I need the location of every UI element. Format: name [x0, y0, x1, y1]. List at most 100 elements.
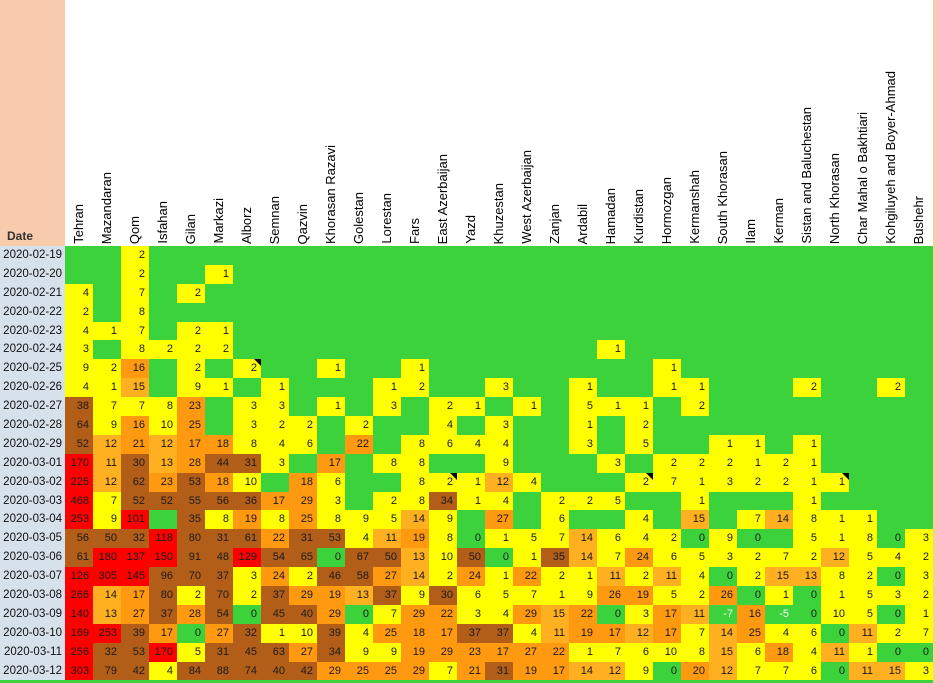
value-cell[interactable]: 3 [597, 453, 625, 473]
value-cell[interactable]: 40 [289, 604, 317, 624]
value-cell[interactable] [765, 321, 793, 341]
value-cell[interactable] [569, 302, 597, 322]
value-cell[interactable]: 2 [625, 567, 653, 587]
value-cell[interactable]: 0 [821, 623, 849, 643]
value-cell[interactable]: 65 [289, 548, 317, 568]
value-cell[interactable]: 8 [317, 510, 345, 530]
value-cell[interactable] [373, 472, 401, 492]
value-cell[interactable]: 16 [121, 359, 149, 379]
value-cell[interactable]: 15 [765, 567, 793, 587]
value-cell[interactable]: 1 [653, 378, 681, 398]
value-cell[interactable]: 19 [401, 642, 429, 662]
value-cell[interactable] [457, 378, 485, 398]
value-cell[interactable]: 3 [457, 604, 485, 624]
value-cell[interactable]: 96 [149, 567, 177, 587]
value-cell[interactable]: 45 [261, 604, 289, 624]
value-cell[interactable] [345, 264, 373, 284]
value-cell[interactable] [485, 397, 513, 417]
value-cell[interactable]: 3 [877, 586, 905, 605]
value-cell[interactable] [513, 264, 541, 284]
value-cell[interactable]: 8 [205, 510, 233, 530]
value-cell[interactable] [401, 283, 429, 303]
value-cell[interactable]: 2 [373, 491, 401, 511]
value-cell[interactable]: 4 [429, 416, 457, 435]
value-cell[interactable] [429, 302, 457, 322]
value-cell[interactable] [905, 491, 933, 511]
value-cell[interactable]: 19 [569, 623, 597, 643]
value-cell[interactable]: 25 [345, 661, 373, 681]
column-header-sistan-and-baluchestan[interactable]: Sistan and Baluchestan [793, 0, 821, 246]
value-cell[interactable] [849, 302, 877, 322]
value-cell[interactable]: 7 [121, 321, 149, 341]
value-cell[interactable]: 29 [513, 604, 541, 624]
value-cell[interactable] [597, 283, 625, 303]
value-cell[interactable]: 14 [569, 661, 597, 681]
value-cell[interactable]: 25 [373, 623, 401, 643]
value-cell[interactable]: 3 [373, 397, 401, 417]
value-cell[interactable] [149, 321, 177, 341]
value-cell[interactable] [905, 321, 933, 341]
value-cell[interactable] [317, 283, 345, 303]
value-cell[interactable]: 256 [65, 642, 93, 662]
value-cell[interactable]: 63 [261, 642, 289, 662]
value-cell[interactable] [709, 397, 737, 417]
value-cell[interactable]: 80 [149, 586, 177, 605]
value-cell[interactable]: 5 [625, 434, 653, 454]
date-cell[interactable]: 2020-03-08 [0, 586, 65, 605]
value-cell[interactable] [877, 246, 905, 265]
value-cell[interactable]: 27 [289, 642, 317, 662]
value-cell[interactable]: 8 [149, 397, 177, 417]
value-cell[interactable] [457, 359, 485, 379]
column-header-east-azerbaijan[interactable]: East Azerbaijan [429, 0, 457, 246]
value-cell[interactable] [345, 340, 373, 360]
value-cell[interactable] [765, 264, 793, 284]
value-cell[interactable]: 12 [149, 434, 177, 454]
value-cell[interactable]: 25 [177, 416, 205, 435]
value-cell[interactable]: 0 [597, 604, 625, 624]
date-column-header[interactable]: Date [0, 0, 65, 246]
value-cell[interactable]: 50 [93, 529, 121, 549]
value-cell[interactable]: 53 [177, 472, 205, 492]
value-cell[interactable]: 44 [205, 453, 233, 473]
value-cell[interactable]: 0 [877, 567, 905, 587]
value-cell[interactable]: 3 [233, 397, 261, 417]
value-cell[interactable]: 3 [569, 434, 597, 454]
value-cell[interactable]: 8 [793, 510, 821, 530]
value-cell[interactable]: 2 [793, 378, 821, 398]
value-cell[interactable] [205, 359, 233, 379]
value-cell[interactable] [737, 359, 765, 379]
value-cell[interactable] [429, 359, 457, 379]
date-cell[interactable]: 2020-02-23 [0, 321, 65, 341]
value-cell[interactable] [401, 321, 429, 341]
value-cell[interactable]: 11 [821, 642, 849, 662]
value-cell[interactable]: 31 [233, 453, 261, 473]
value-cell[interactable] [793, 264, 821, 284]
value-cell[interactable]: 8 [821, 567, 849, 587]
value-cell[interactable]: 0 [485, 548, 513, 568]
value-cell[interactable]: 1 [681, 472, 709, 492]
value-cell[interactable]: 15 [709, 642, 737, 662]
value-cell[interactable]: 17 [177, 434, 205, 454]
value-cell[interactable] [905, 359, 933, 379]
value-cell[interactable] [373, 283, 401, 303]
value-cell[interactable]: 7 [597, 548, 625, 568]
column-header-west-azerbaijan[interactable]: West Azerbaijan [513, 0, 541, 246]
value-cell[interactable] [261, 264, 289, 284]
value-cell[interactable]: -7 [709, 604, 737, 624]
value-cell[interactable]: 137 [121, 548, 149, 568]
value-cell[interactable]: 21 [457, 661, 485, 681]
value-cell[interactable] [513, 246, 541, 265]
value-cell[interactable] [765, 283, 793, 303]
value-cell[interactable]: 8 [401, 453, 429, 473]
value-cell[interactable]: 0 [233, 604, 261, 624]
value-cell[interactable]: 0 [793, 586, 821, 605]
value-cell[interactable] [765, 529, 793, 549]
value-cell[interactable]: 10 [821, 604, 849, 624]
value-cell[interactable]: 17 [149, 623, 177, 643]
value-cell[interactable] [373, 340, 401, 360]
value-cell[interactable]: 2 [177, 586, 205, 605]
value-cell[interactable]: 11 [653, 567, 681, 587]
value-cell[interactable]: 29 [317, 661, 345, 681]
value-cell[interactable] [737, 340, 765, 360]
value-cell[interactable] [457, 321, 485, 341]
